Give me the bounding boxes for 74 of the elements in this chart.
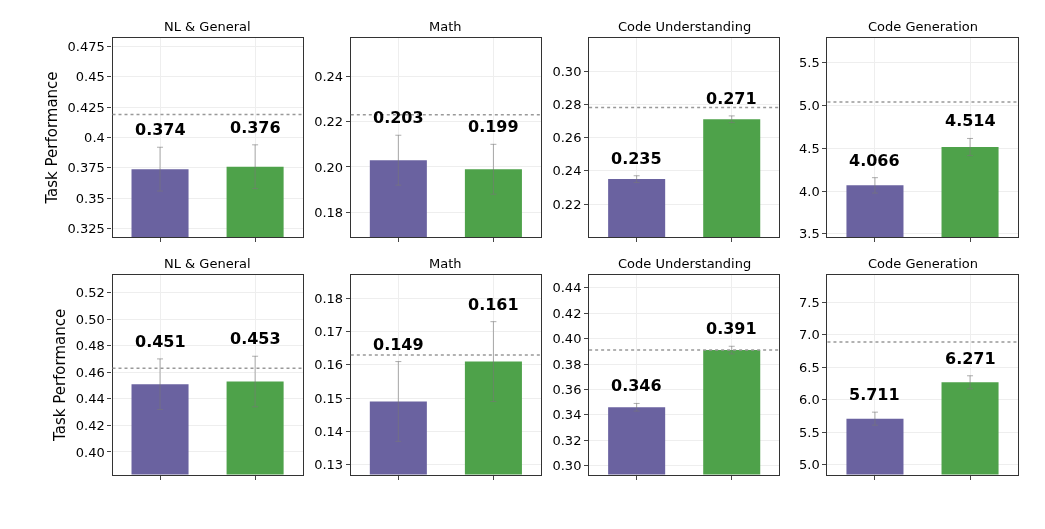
data-label: 0.161 bbox=[468, 295, 519, 314]
y-tick-label: 0.425 bbox=[67, 99, 105, 115]
chart-title: Code Generation bbox=[868, 19, 978, 34]
y-axis-title: Task Performance bbox=[51, 308, 70, 442]
y-tick-label: 6.5 bbox=[799, 359, 820, 375]
y-tick-label: 4.5 bbox=[799, 140, 820, 156]
chart-title: NL & General bbox=[164, 19, 251, 34]
y-tick-label: 0.18 bbox=[314, 204, 344, 220]
y-tick-label: 0.40 bbox=[552, 331, 582, 347]
y-tick-label: 0.32 bbox=[552, 432, 582, 448]
y-tick-label: 0.15 bbox=[314, 390, 344, 406]
chart-title: Math bbox=[429, 256, 462, 271]
chart-title: NL & General bbox=[164, 256, 251, 271]
data-label: 0.376 bbox=[230, 118, 281, 137]
y-tick-label: 0.40 bbox=[75, 444, 105, 460]
y-tick-label: 0.375 bbox=[67, 160, 105, 176]
y-tick-label: 0.16 bbox=[314, 357, 344, 373]
data-label: 4.514 bbox=[945, 111, 996, 130]
y-tick-label: 0.18 bbox=[314, 290, 344, 306]
y-tick-label: 7.5 bbox=[799, 294, 820, 310]
y-tick-label: 5.0 bbox=[799, 457, 820, 473]
chart-title: Math bbox=[429, 19, 462, 34]
y-tick-label: 0.22 bbox=[314, 114, 344, 130]
y-tick-label: 0.35 bbox=[75, 190, 105, 206]
y-tick-label: 0.26 bbox=[552, 130, 582, 146]
y-tick-label: 0.50 bbox=[75, 311, 105, 327]
y-tick-label: 0.30 bbox=[552, 63, 582, 79]
y-tick-label: 0.28 bbox=[552, 96, 582, 112]
chart-title: Code Understanding bbox=[618, 256, 752, 271]
y-tick-label: 0.42 bbox=[552, 305, 582, 321]
y-tick-label: 0.325 bbox=[67, 221, 105, 237]
y-tick-label: 0.22 bbox=[552, 196, 582, 212]
y-tick-label: 0.24 bbox=[314, 68, 344, 84]
data-label: 6.271 bbox=[945, 349, 996, 368]
y-tick-label: 0.38 bbox=[552, 356, 582, 372]
y-tick-label: 0.30 bbox=[552, 458, 582, 474]
y-axis-title: Task Performance bbox=[42, 71, 61, 205]
y-tick-label: 0.17 bbox=[314, 324, 344, 340]
y-tick-label: 5.5 bbox=[799, 55, 820, 71]
y-tick-label: 0.44 bbox=[75, 391, 105, 407]
data-label: 0.374 bbox=[135, 120, 186, 139]
chart-title: Code Understanding bbox=[618, 19, 752, 34]
data-label: 5.711 bbox=[849, 385, 900, 404]
y-tick-label: 7.0 bbox=[799, 327, 820, 343]
y-tick-label: 0.46 bbox=[75, 364, 105, 380]
data-label: 4.066 bbox=[849, 151, 900, 170]
y-tick-label: 0.36 bbox=[552, 382, 582, 398]
chart-title: Code Generation bbox=[868, 256, 978, 271]
y-tick-label: 0.34 bbox=[552, 407, 582, 423]
y-tick-label: 5.5 bbox=[799, 424, 820, 440]
y-tick-label: 0.44 bbox=[552, 280, 582, 296]
data-label: 0.203 bbox=[373, 108, 424, 127]
data-label: 0.453 bbox=[230, 329, 281, 348]
y-tick-label: 6.0 bbox=[799, 392, 820, 408]
y-tick-label: 5.0 bbox=[799, 97, 820, 113]
y-tick-label: 0.42 bbox=[75, 417, 105, 433]
y-tick-label: 0.14 bbox=[314, 423, 344, 439]
y-tick-label: 0.4 bbox=[84, 130, 105, 146]
y-tick-label: 0.13 bbox=[314, 457, 344, 473]
data-label: 0.391 bbox=[706, 319, 757, 338]
y-tick-label: 0.24 bbox=[552, 163, 582, 179]
data-label: 0.235 bbox=[611, 149, 662, 168]
y-tick-label: 0.45 bbox=[75, 69, 105, 85]
y-tick-label: 3.5 bbox=[799, 226, 820, 242]
data-label: 0.199 bbox=[468, 117, 519, 136]
data-label: 0.149 bbox=[373, 335, 424, 354]
y-tick-label: 0.475 bbox=[67, 38, 105, 54]
data-label: 0.451 bbox=[135, 332, 186, 351]
data-label: 0.346 bbox=[611, 376, 662, 395]
y-tick-label: 0.48 bbox=[75, 338, 105, 354]
y-tick-label: 0.52 bbox=[75, 284, 105, 300]
data-label: 0.271 bbox=[706, 89, 757, 108]
y-tick-label: 4.0 bbox=[799, 183, 820, 199]
y-tick-label: 0.20 bbox=[314, 159, 344, 175]
